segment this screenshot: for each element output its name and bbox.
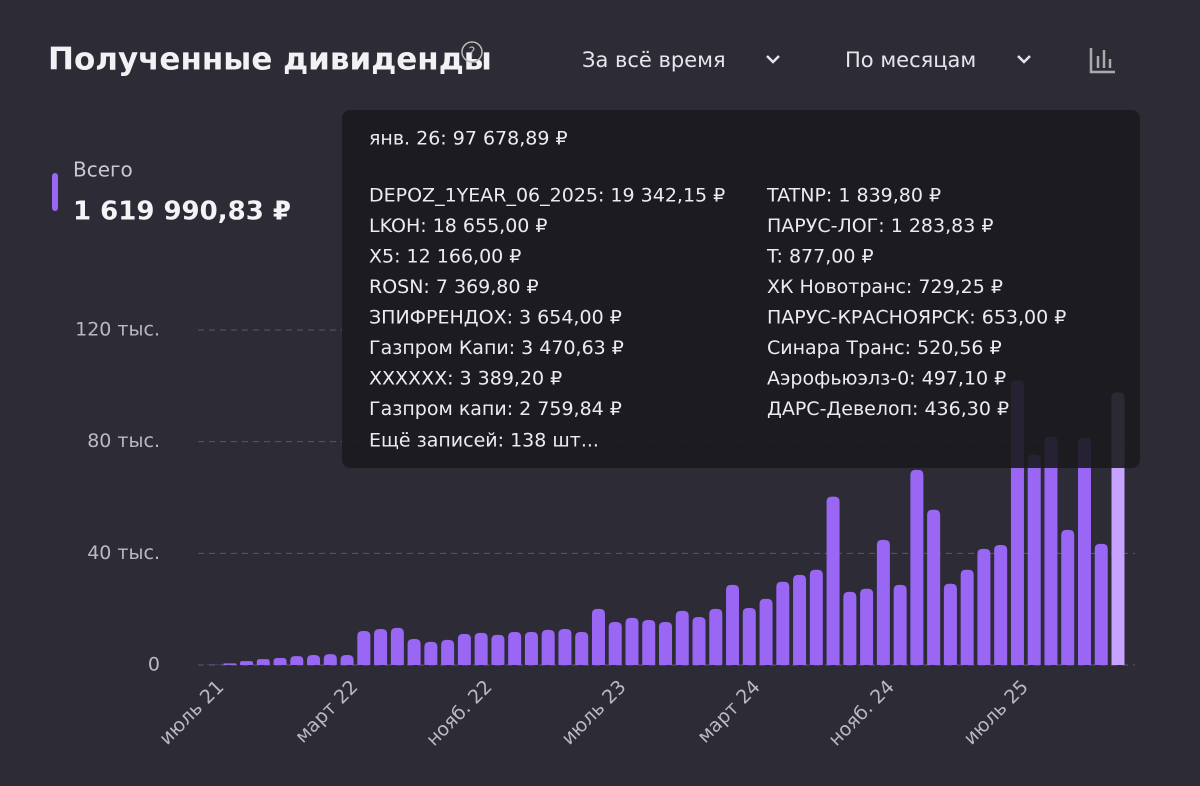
bar xyxy=(726,584,740,665)
bar xyxy=(290,656,304,665)
help-icon[interactable] xyxy=(461,41,483,63)
bar xyxy=(407,639,421,665)
bar xyxy=(1094,543,1108,665)
bar xyxy=(591,608,605,665)
x-tick-label: март 24 xyxy=(693,676,765,748)
total-marker xyxy=(52,173,58,211)
bar xyxy=(675,610,689,665)
bar xyxy=(692,616,706,665)
bar xyxy=(793,574,807,665)
bar xyxy=(1077,437,1091,665)
bar xyxy=(943,583,957,665)
tooltip-row: Аэрофьюэлз-0: 497,10 ₽ xyxy=(767,368,1006,390)
tooltip-row: ПАРУС-ЛОГ: 1 283,83 ₽ xyxy=(767,215,993,237)
bar xyxy=(273,658,287,665)
y-tick-label: 40 тыс. xyxy=(87,542,160,564)
bar xyxy=(759,598,773,665)
bar xyxy=(860,588,874,665)
x-tick-label: июль 21 xyxy=(155,676,228,749)
tooltip-row: ЗПИФРЕНДОХ: 3 654,00 ₽ xyxy=(369,307,622,329)
period-select[interactable]: За всё время xyxy=(582,48,726,72)
bar xyxy=(374,628,388,665)
bar xyxy=(1061,529,1075,665)
tooltip-title: янв. 26: 97 678,89 ₽ xyxy=(369,128,568,150)
chevron xyxy=(1017,55,1031,64)
tooltip-more: Ещё записей: 138 шт... xyxy=(369,430,599,452)
chevron xyxy=(766,55,780,64)
bar xyxy=(508,632,522,665)
bar xyxy=(659,622,672,665)
bar xyxy=(240,661,254,665)
tooltip-row: DEPOZ_1YEAR_06_2025: 19 342,15 ₽ xyxy=(369,185,725,207)
y-tick-label: 0 xyxy=(148,654,160,676)
tooltip-row: T: 877,00 ₽ xyxy=(766,246,874,268)
y-tick-label: 80 тыс. xyxy=(87,430,160,452)
bar xyxy=(491,634,505,665)
bar xyxy=(390,627,404,665)
tooltip-row: ХК Новотранс: 729,25 ₽ xyxy=(767,276,1003,298)
x-tick-label: март 22 xyxy=(291,676,363,748)
tooltip-row: Синара Транс: 520,56 ₽ xyxy=(767,337,1002,359)
bar xyxy=(340,654,354,665)
bar xyxy=(642,620,656,665)
bar xyxy=(1027,454,1041,665)
bar xyxy=(474,632,488,665)
bar xyxy=(1044,436,1058,665)
total-label: Всего xyxy=(73,158,133,182)
bar xyxy=(457,634,471,665)
tooltip-row: Газпром Капи: 3 470,63 ₽ xyxy=(369,337,624,359)
bar xyxy=(541,629,555,665)
bar xyxy=(826,496,840,665)
bar xyxy=(575,632,589,665)
bar xyxy=(558,628,572,665)
y-tick-label: 120 тыс. xyxy=(75,319,160,341)
bar xyxy=(994,544,1008,665)
tooltip xyxy=(342,110,1140,468)
bar xyxy=(709,608,723,665)
bar xyxy=(424,641,438,665)
title: Полученные дивиденды xyxy=(48,42,492,78)
x-tick-label: июль 25 xyxy=(959,676,1032,749)
bar xyxy=(608,622,622,665)
tooltip-row: ДАРС-Девелоп: 436,30 ₽ xyxy=(767,398,1009,420)
tooltip-row: XXXXXX: 3 389,20 ₽ xyxy=(369,368,562,390)
x-tick-label: нояб. 24 xyxy=(824,676,899,751)
total-value: 1 619 990,83 ₽ xyxy=(73,197,291,227)
bar xyxy=(625,617,639,665)
bar xyxy=(977,548,991,665)
tooltip-row: TATNP: 1 839,80 ₽ xyxy=(766,185,941,207)
x-tick-label: июль 23 xyxy=(557,676,630,749)
bar xyxy=(524,632,538,665)
bar xyxy=(910,469,924,665)
x-tick-label: нояб. 22 xyxy=(422,676,497,751)
tooltip-row: ПАРУС-КРАСНОЯРСК: 653,00 ₽ xyxy=(767,307,1066,329)
bar xyxy=(960,569,974,665)
bar xyxy=(809,569,823,665)
tooltip-row: X5: 12 166,00 ₽ xyxy=(369,246,521,268)
bar xyxy=(927,509,941,665)
help-text: ? xyxy=(469,46,476,61)
chart-type-button[interactable] xyxy=(1089,48,1115,74)
bar xyxy=(893,584,907,665)
bar xyxy=(843,591,857,665)
bar xyxy=(776,581,790,665)
grouping-select[interactable]: По месяцам xyxy=(845,48,976,72)
bar xyxy=(441,639,455,665)
bar xyxy=(256,659,270,665)
tooltip-row: Газпром капи: 2 759,84 ₽ xyxy=(369,398,622,420)
bar xyxy=(876,539,890,665)
tooltip-row: LKOH: 18 655,00 ₽ xyxy=(369,215,548,237)
bar xyxy=(357,630,371,665)
bar xyxy=(307,654,321,665)
bar xyxy=(742,608,756,665)
tooltip-row: ROSN: 7 369,80 ₽ xyxy=(369,276,539,298)
bar xyxy=(323,654,337,665)
bar xyxy=(223,663,237,665)
